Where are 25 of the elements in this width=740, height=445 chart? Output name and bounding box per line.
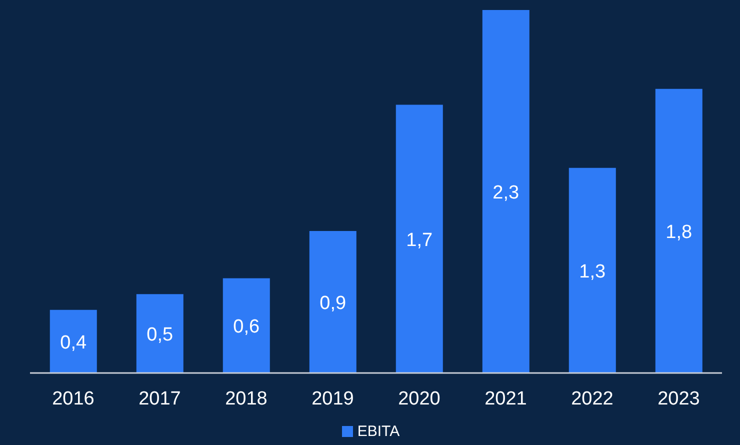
x-tick-label: 2020	[398, 388, 440, 410]
data-label: 0,6	[233, 316, 260, 338]
bar	[482, 10, 530, 373]
data-label: 1,3	[579, 261, 606, 282]
x-tick-label: 2021	[484, 388, 527, 410]
bar	[309, 230, 356, 373]
legend-label: EBITA	[357, 423, 400, 440]
data-label: 1,8	[666, 222, 692, 243]
bar	[136, 294, 184, 373]
bar	[568, 168, 616, 373]
x-tick-label: 2022	[571, 388, 614, 410]
bar	[222, 278, 270, 373]
data-label: 0,5	[146, 324, 174, 346]
x-tick-label: 2017	[138, 388, 181, 410]
data-label: 1,7	[406, 230, 433, 251]
bar	[655, 88, 702, 373]
data-label: 2,3	[492, 182, 520, 204]
bar	[50, 310, 97, 373]
x-tick-label: 2018	[225, 388, 268, 410]
bar	[396, 104, 443, 373]
x-tick-label: 2023	[658, 388, 700, 410]
data-label: 0,4	[60, 332, 88, 354]
data-label: 0,9	[320, 292, 346, 314]
x-tick-label: 2019	[312, 388, 354, 410]
x-tick-label: 2016	[52, 388, 94, 410]
